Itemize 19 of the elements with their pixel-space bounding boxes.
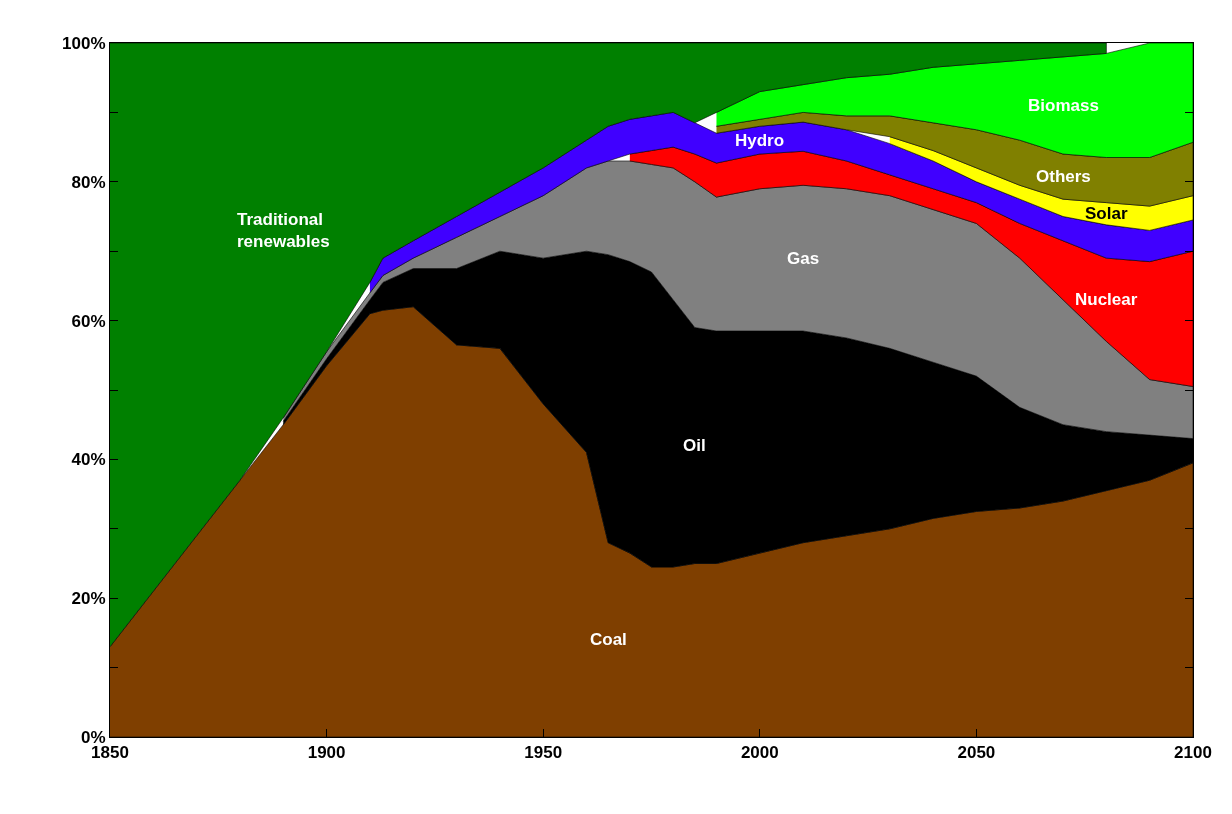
y-tick-label: 60% — [71, 311, 106, 331]
series-label: Others — [1036, 167, 1091, 186]
series-label: Traditional renewables — [237, 210, 330, 252]
x-tick-label: 1900 — [307, 743, 346, 763]
series-label: Solar — [1085, 204, 1128, 223]
x-tick-label: 2000 — [740, 743, 779, 763]
series-label: Gas — [787, 249, 820, 268]
y-tick-label: 100% — [62, 33, 106, 53]
y-tick-label: 80% — [71, 172, 106, 192]
x-tick-label: 2100 — [1174, 743, 1212, 763]
series-label: Hydro — [735, 131, 785, 150]
y-tick-label: 20% — [71, 589, 106, 609]
series-label: Coal — [590, 630, 627, 649]
y-tick-label: 40% — [71, 450, 106, 470]
x-tick-label: 1950 — [524, 743, 563, 763]
x-tick-label: 2050 — [957, 743, 996, 763]
series-label: Oil — [683, 436, 706, 455]
series-label: Biomass — [1028, 96, 1099, 115]
series-label: Nuclear — [1075, 290, 1138, 309]
